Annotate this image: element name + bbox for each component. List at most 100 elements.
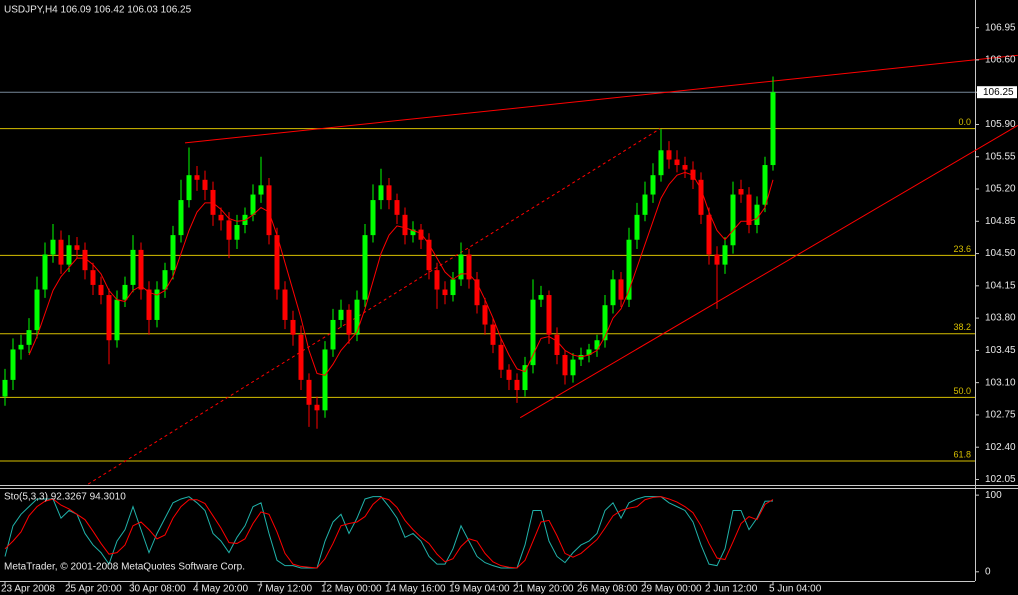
trendline <box>87 128 661 485</box>
candle-body <box>90 270 96 285</box>
candle-body <box>594 340 600 350</box>
candle-body <box>746 194 752 225</box>
x-tick-label: 26 May 08:00 <box>577 584 638 595</box>
candle-body <box>98 284 104 296</box>
x-tick-label: 30 Apr 08:00 <box>129 584 186 595</box>
candle-body <box>226 220 232 240</box>
x-tick-label: 2 Jun 12:00 <box>705 584 758 595</box>
candle-body <box>290 319 296 335</box>
candle-body <box>378 185 384 201</box>
candle-body <box>50 239 56 255</box>
candle-body <box>74 245 80 250</box>
candle-body <box>194 175 200 180</box>
candle-body <box>154 289 160 320</box>
candle-body <box>346 309 352 335</box>
y-tick-label: 105.55 <box>985 151 1016 162</box>
candle-body <box>178 200 184 236</box>
fib-label: 0.0 <box>958 117 971 127</box>
candle-body <box>722 245 728 265</box>
candle-body <box>162 270 168 290</box>
y-tick-label: 104.15 <box>985 280 1016 291</box>
x-tick-label: 19 May 04:00 <box>449 584 510 595</box>
x-tick-label: 4 May 20:00 <box>193 584 248 595</box>
x-tick-label: 25 Apr 20:00 <box>65 584 122 595</box>
x-tick-label: 12 May 00:00 <box>321 584 382 595</box>
candle-body <box>458 254 464 280</box>
candle-body <box>138 249 144 290</box>
fib-label: 38.2 <box>953 322 971 332</box>
x-tick-label: 7 May 12:00 <box>257 584 312 595</box>
candle-body <box>682 165 688 170</box>
candle-body <box>650 175 656 195</box>
candle-body <box>754 204 760 225</box>
y-tick-label: 105.90 <box>985 119 1016 130</box>
candle-body <box>522 365 528 391</box>
candle-body <box>562 354 568 376</box>
candle-body <box>506 369 512 380</box>
candle-body <box>274 235 280 290</box>
candle-body <box>386 185 392 201</box>
x-tick-label: 21 May 20:00 <box>513 584 574 595</box>
candle-body <box>738 189 744 195</box>
candle-body <box>538 295 544 300</box>
candle-body <box>434 270 440 290</box>
candle-body <box>674 159 680 166</box>
x-tick-label: 5 Jun 04:00 <box>769 584 822 595</box>
candle-body <box>170 235 176 271</box>
candle-body <box>706 214 712 255</box>
candle-body <box>322 349 328 411</box>
candle-body <box>298 334 304 380</box>
candle-body <box>2 379 8 397</box>
candle-body <box>42 254 48 290</box>
x-tick-label: 23 Apr 2008 <box>1 584 55 595</box>
candle-body <box>482 305 488 325</box>
moving-average <box>28 171 774 376</box>
candle-body <box>698 179 704 215</box>
candle-body <box>338 309 344 320</box>
plot <box>0 27 1018 585</box>
candle-body <box>250 194 256 215</box>
candle-body <box>394 200 400 215</box>
candle-body <box>626 239 632 300</box>
candle-body <box>474 279 480 306</box>
candle-body <box>610 279 616 306</box>
candle-body <box>10 349 16 380</box>
y-tick-label: 103.45 <box>985 345 1016 356</box>
candle-body <box>130 249 136 285</box>
candle-body <box>634 214 640 240</box>
candle-body <box>330 319 336 350</box>
footer: MetaTrader, © 2001-2008 MetaQuotes Softw… <box>4 562 245 573</box>
indicator-title: Sto(5,3,3) 92.3267 94.3010 <box>4 492 126 503</box>
candle-body <box>58 239 64 265</box>
candle-body <box>546 295 552 335</box>
candle-body <box>282 289 288 320</box>
y-tick-label: 105.20 <box>985 184 1016 195</box>
candle-body <box>146 289 152 320</box>
candle-body <box>362 235 368 300</box>
y-tick-label: 104.50 <box>985 248 1016 259</box>
candle-body <box>666 150 672 160</box>
candle-body <box>82 249 88 271</box>
trendline <box>184 54 1018 144</box>
candle-body <box>762 165 768 205</box>
candle-body <box>586 349 592 355</box>
candle-body <box>66 245 72 265</box>
candle-body <box>306 379 312 405</box>
candle-body <box>658 150 664 176</box>
candle-body <box>714 254 720 265</box>
candle-body <box>114 299 120 341</box>
candle-body <box>570 359 576 376</box>
candle-body <box>642 194 648 215</box>
candle-body <box>514 379 520 391</box>
fib-label: 23.6 <box>953 244 971 254</box>
y-tick-label: 106.95 <box>985 22 1016 33</box>
candle-body <box>618 279 624 300</box>
candle-body <box>258 185 264 195</box>
y-tick-label: 100 <box>985 490 1002 501</box>
candle-body <box>530 299 536 366</box>
candle-body <box>426 239 432 271</box>
candle-body <box>106 295 112 341</box>
y-tick-label: 0 <box>985 566 991 577</box>
